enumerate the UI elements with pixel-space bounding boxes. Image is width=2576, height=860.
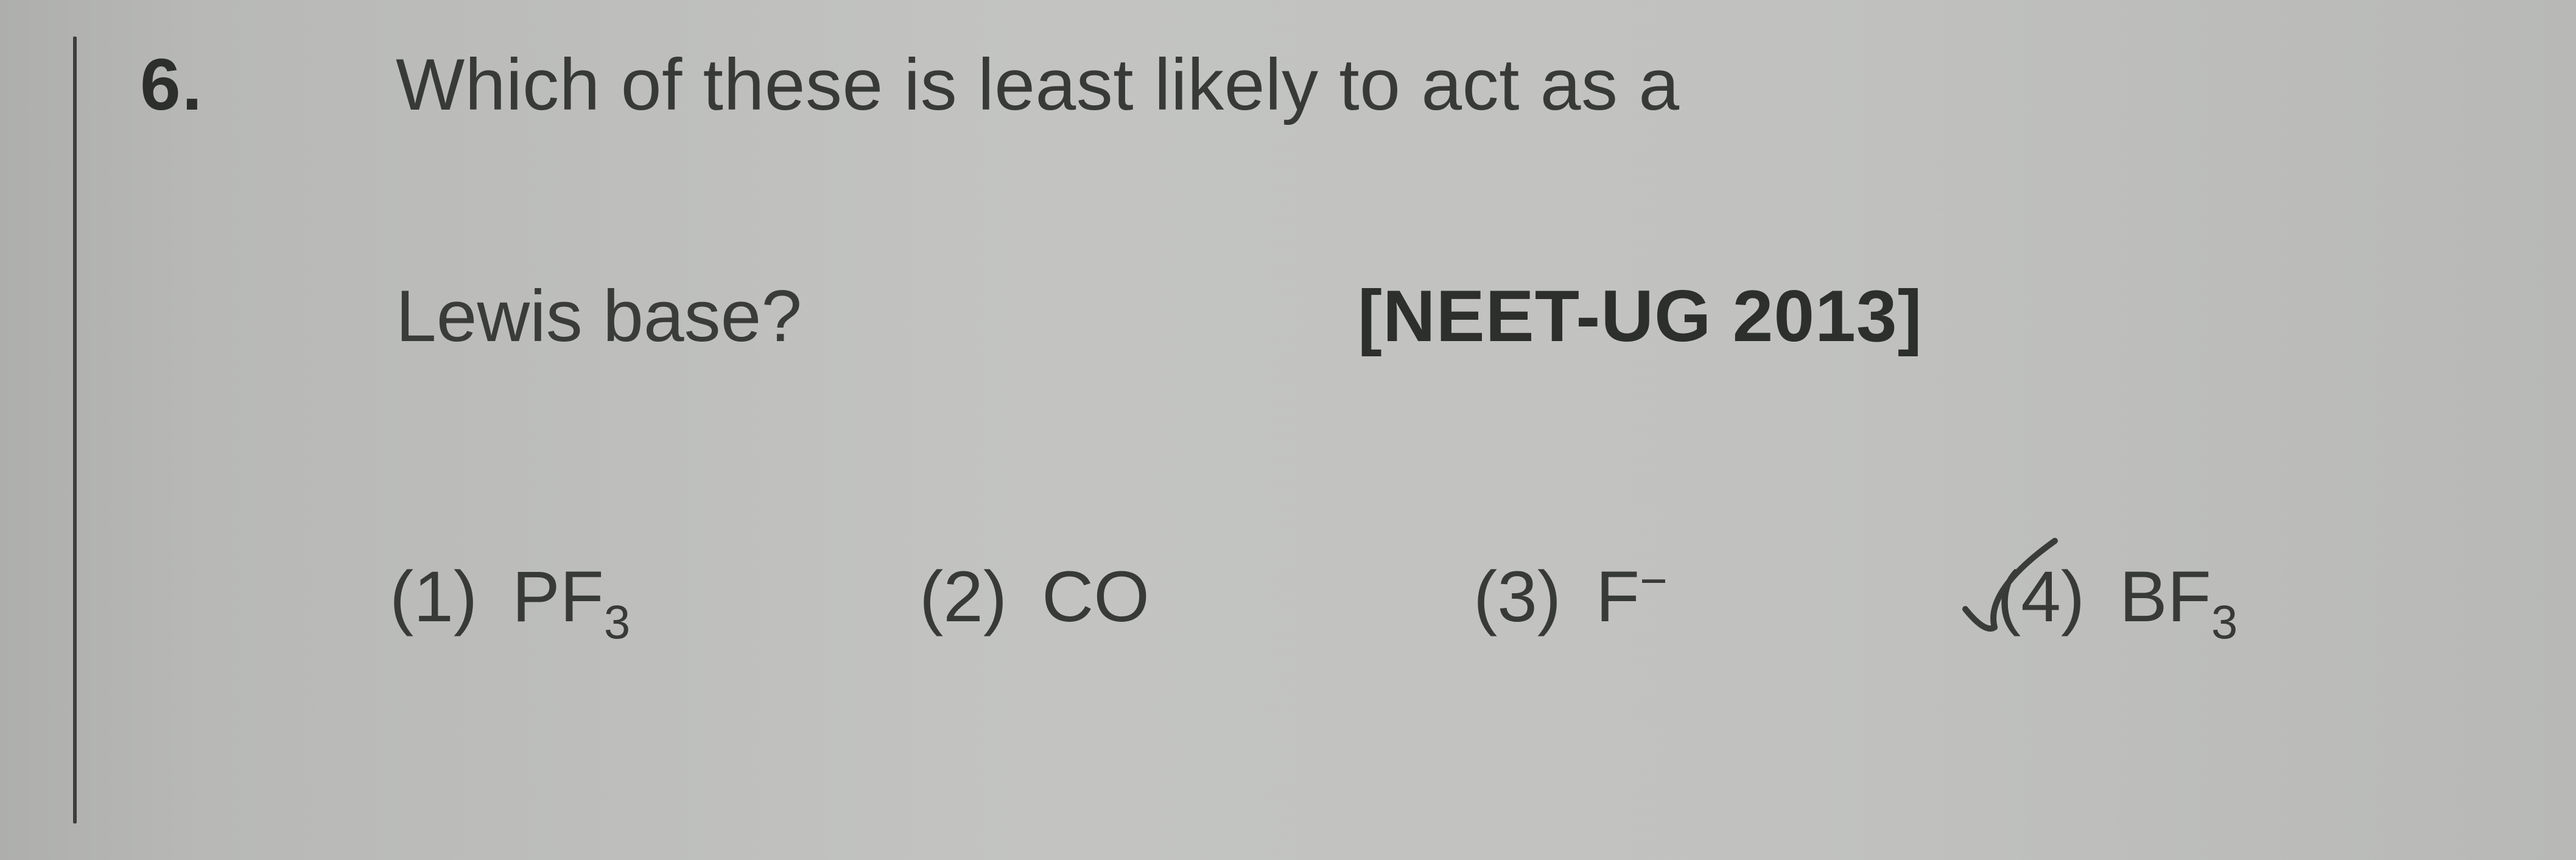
question-number: 6. [140,43,203,127]
option-3-number: (3) [1473,557,1561,637]
option-3: (3) F− [1473,555,1668,638]
option-1: (1) PF3 [390,555,630,638]
option-2-number: (2) [919,557,1007,637]
exam-tag: [NEET-UG 2013] [1358,274,1923,358]
options-row: (1) PF3 (2) CO (3) F− (4) BF3 [390,536,2503,658]
option-3-sup: − [1640,554,1668,607]
left-margin-rule [73,37,77,823]
option-3-base: F [1596,557,1640,637]
option-4: (4) BF3 [1997,555,2237,638]
option-4-formula: BF3 [2119,557,2237,637]
option-2-formula: CO [1042,557,1149,637]
option-2: (2) CO [919,555,1149,638]
question-line-1: Which of these is least likely to act as… [396,43,1680,127]
question-line-2: Lewis base? [396,274,802,358]
option-4-sub: 3 [2211,595,2237,649]
option-4-number: (4) [1997,557,2085,637]
option-4-base: BF [2119,557,2211,637]
option-1-base: PF [512,557,604,637]
option-1-number: (1) [390,557,477,637]
option-1-sub: 3 [604,595,630,649]
page: 6. Which of these is least likely to act… [0,0,2576,860]
option-3-formula: F− [1596,557,1668,637]
option-1-formula: PF3 [512,557,630,637]
